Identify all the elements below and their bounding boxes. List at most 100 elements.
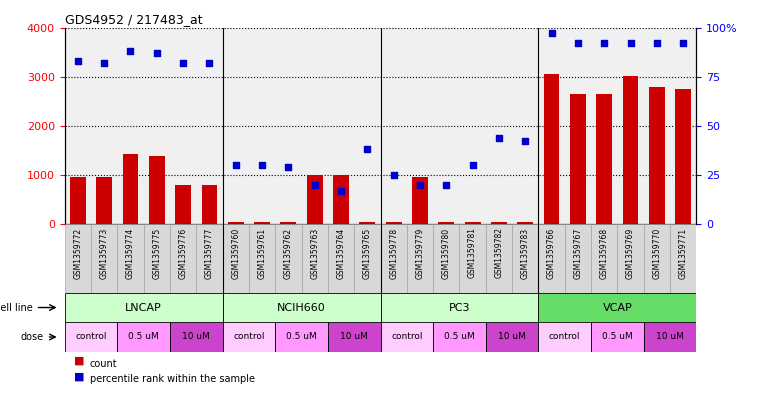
Bar [170, 322, 223, 352]
Bar [91, 224, 117, 293]
Point [230, 162, 242, 168]
Bar [486, 224, 512, 293]
Point [493, 134, 505, 141]
Bar [281, 222, 296, 224]
Text: cell line: cell line [0, 303, 32, 312]
Bar [117, 322, 170, 352]
Text: 10 uM: 10 uM [498, 332, 526, 342]
Bar [149, 156, 164, 224]
Point [625, 40, 637, 46]
Point [98, 60, 110, 66]
Text: GSM1359769: GSM1359769 [626, 228, 635, 279]
Point [414, 182, 426, 188]
Text: control: control [549, 332, 581, 342]
Text: GDS4952 / 217483_at: GDS4952 / 217483_at [65, 13, 202, 26]
Bar [517, 222, 533, 224]
Point [572, 40, 584, 46]
Bar [333, 175, 349, 224]
Text: ■: ■ [74, 371, 84, 381]
Bar [359, 222, 375, 224]
Bar [223, 322, 275, 352]
Point [598, 40, 610, 46]
Bar [433, 322, 486, 352]
Bar [223, 293, 380, 322]
Point [519, 138, 531, 145]
Bar [644, 322, 696, 352]
Bar [96, 177, 112, 224]
Text: 0.5 uM: 0.5 uM [602, 332, 632, 342]
Bar [123, 154, 139, 224]
Text: GSM1359774: GSM1359774 [126, 228, 135, 279]
Text: GSM1359775: GSM1359775 [152, 228, 161, 279]
Bar [543, 74, 559, 224]
Text: GSM1359764: GSM1359764 [336, 228, 345, 279]
Bar [328, 322, 380, 352]
Text: GSM1359763: GSM1359763 [310, 228, 319, 279]
Bar [675, 89, 691, 224]
Bar [486, 322, 539, 352]
Point [256, 162, 268, 168]
Bar [354, 224, 380, 293]
Text: GSM1359772: GSM1359772 [73, 228, 82, 279]
Text: GSM1359761: GSM1359761 [257, 228, 266, 279]
Bar [465, 222, 480, 224]
Bar [591, 224, 617, 293]
Text: GSM1359779: GSM1359779 [416, 228, 425, 279]
Point [282, 164, 295, 170]
Point [651, 40, 663, 46]
Bar [438, 222, 454, 224]
Bar [644, 224, 670, 293]
Text: GSM1359767: GSM1359767 [573, 228, 582, 279]
Text: 10 uM: 10 uM [183, 332, 210, 342]
Bar [491, 222, 507, 224]
Text: count: count [90, 358, 118, 369]
Bar [307, 175, 323, 224]
Text: dose: dose [21, 332, 44, 342]
Bar [65, 293, 223, 322]
Text: 10 uM: 10 uM [656, 332, 684, 342]
Text: GSM1359776: GSM1359776 [179, 228, 188, 279]
Bar [228, 222, 244, 224]
Bar [70, 177, 86, 224]
Point [177, 60, 189, 66]
Text: LNCAP: LNCAP [126, 303, 162, 312]
Bar [249, 224, 275, 293]
Text: GSM1359777: GSM1359777 [205, 228, 214, 279]
Bar [670, 224, 696, 293]
Text: GSM1359766: GSM1359766 [547, 228, 556, 279]
Bar [275, 224, 301, 293]
Point [309, 182, 321, 188]
Bar [539, 293, 696, 322]
Point [466, 162, 479, 168]
Bar [597, 94, 612, 224]
Text: GSM1359781: GSM1359781 [468, 228, 477, 279]
Text: GSM1359782: GSM1359782 [495, 228, 504, 279]
Bar [380, 322, 433, 352]
Bar [275, 322, 328, 352]
Bar [433, 224, 460, 293]
Text: control: control [391, 332, 422, 342]
Bar [144, 224, 170, 293]
Bar [170, 224, 196, 293]
Text: GSM1359762: GSM1359762 [284, 228, 293, 279]
Bar [202, 185, 218, 224]
Bar [617, 224, 644, 293]
Text: GSM1359760: GSM1359760 [231, 228, 240, 279]
Bar [65, 224, 91, 293]
Bar [565, 224, 591, 293]
Bar [380, 293, 539, 322]
Bar [196, 224, 222, 293]
Text: 0.5 uM: 0.5 uM [129, 332, 159, 342]
Bar [649, 87, 665, 224]
Text: GSM1359783: GSM1359783 [521, 228, 530, 279]
Text: 0.5 uM: 0.5 uM [444, 332, 475, 342]
Text: GSM1359768: GSM1359768 [600, 228, 609, 279]
Bar [412, 177, 428, 224]
Bar [539, 322, 591, 352]
Bar [622, 76, 638, 224]
Text: NCIH660: NCIH660 [277, 303, 326, 312]
Point [387, 172, 400, 178]
Bar [328, 224, 354, 293]
Text: GSM1359765: GSM1359765 [363, 228, 372, 279]
Text: GSM1359771: GSM1359771 [679, 228, 688, 279]
